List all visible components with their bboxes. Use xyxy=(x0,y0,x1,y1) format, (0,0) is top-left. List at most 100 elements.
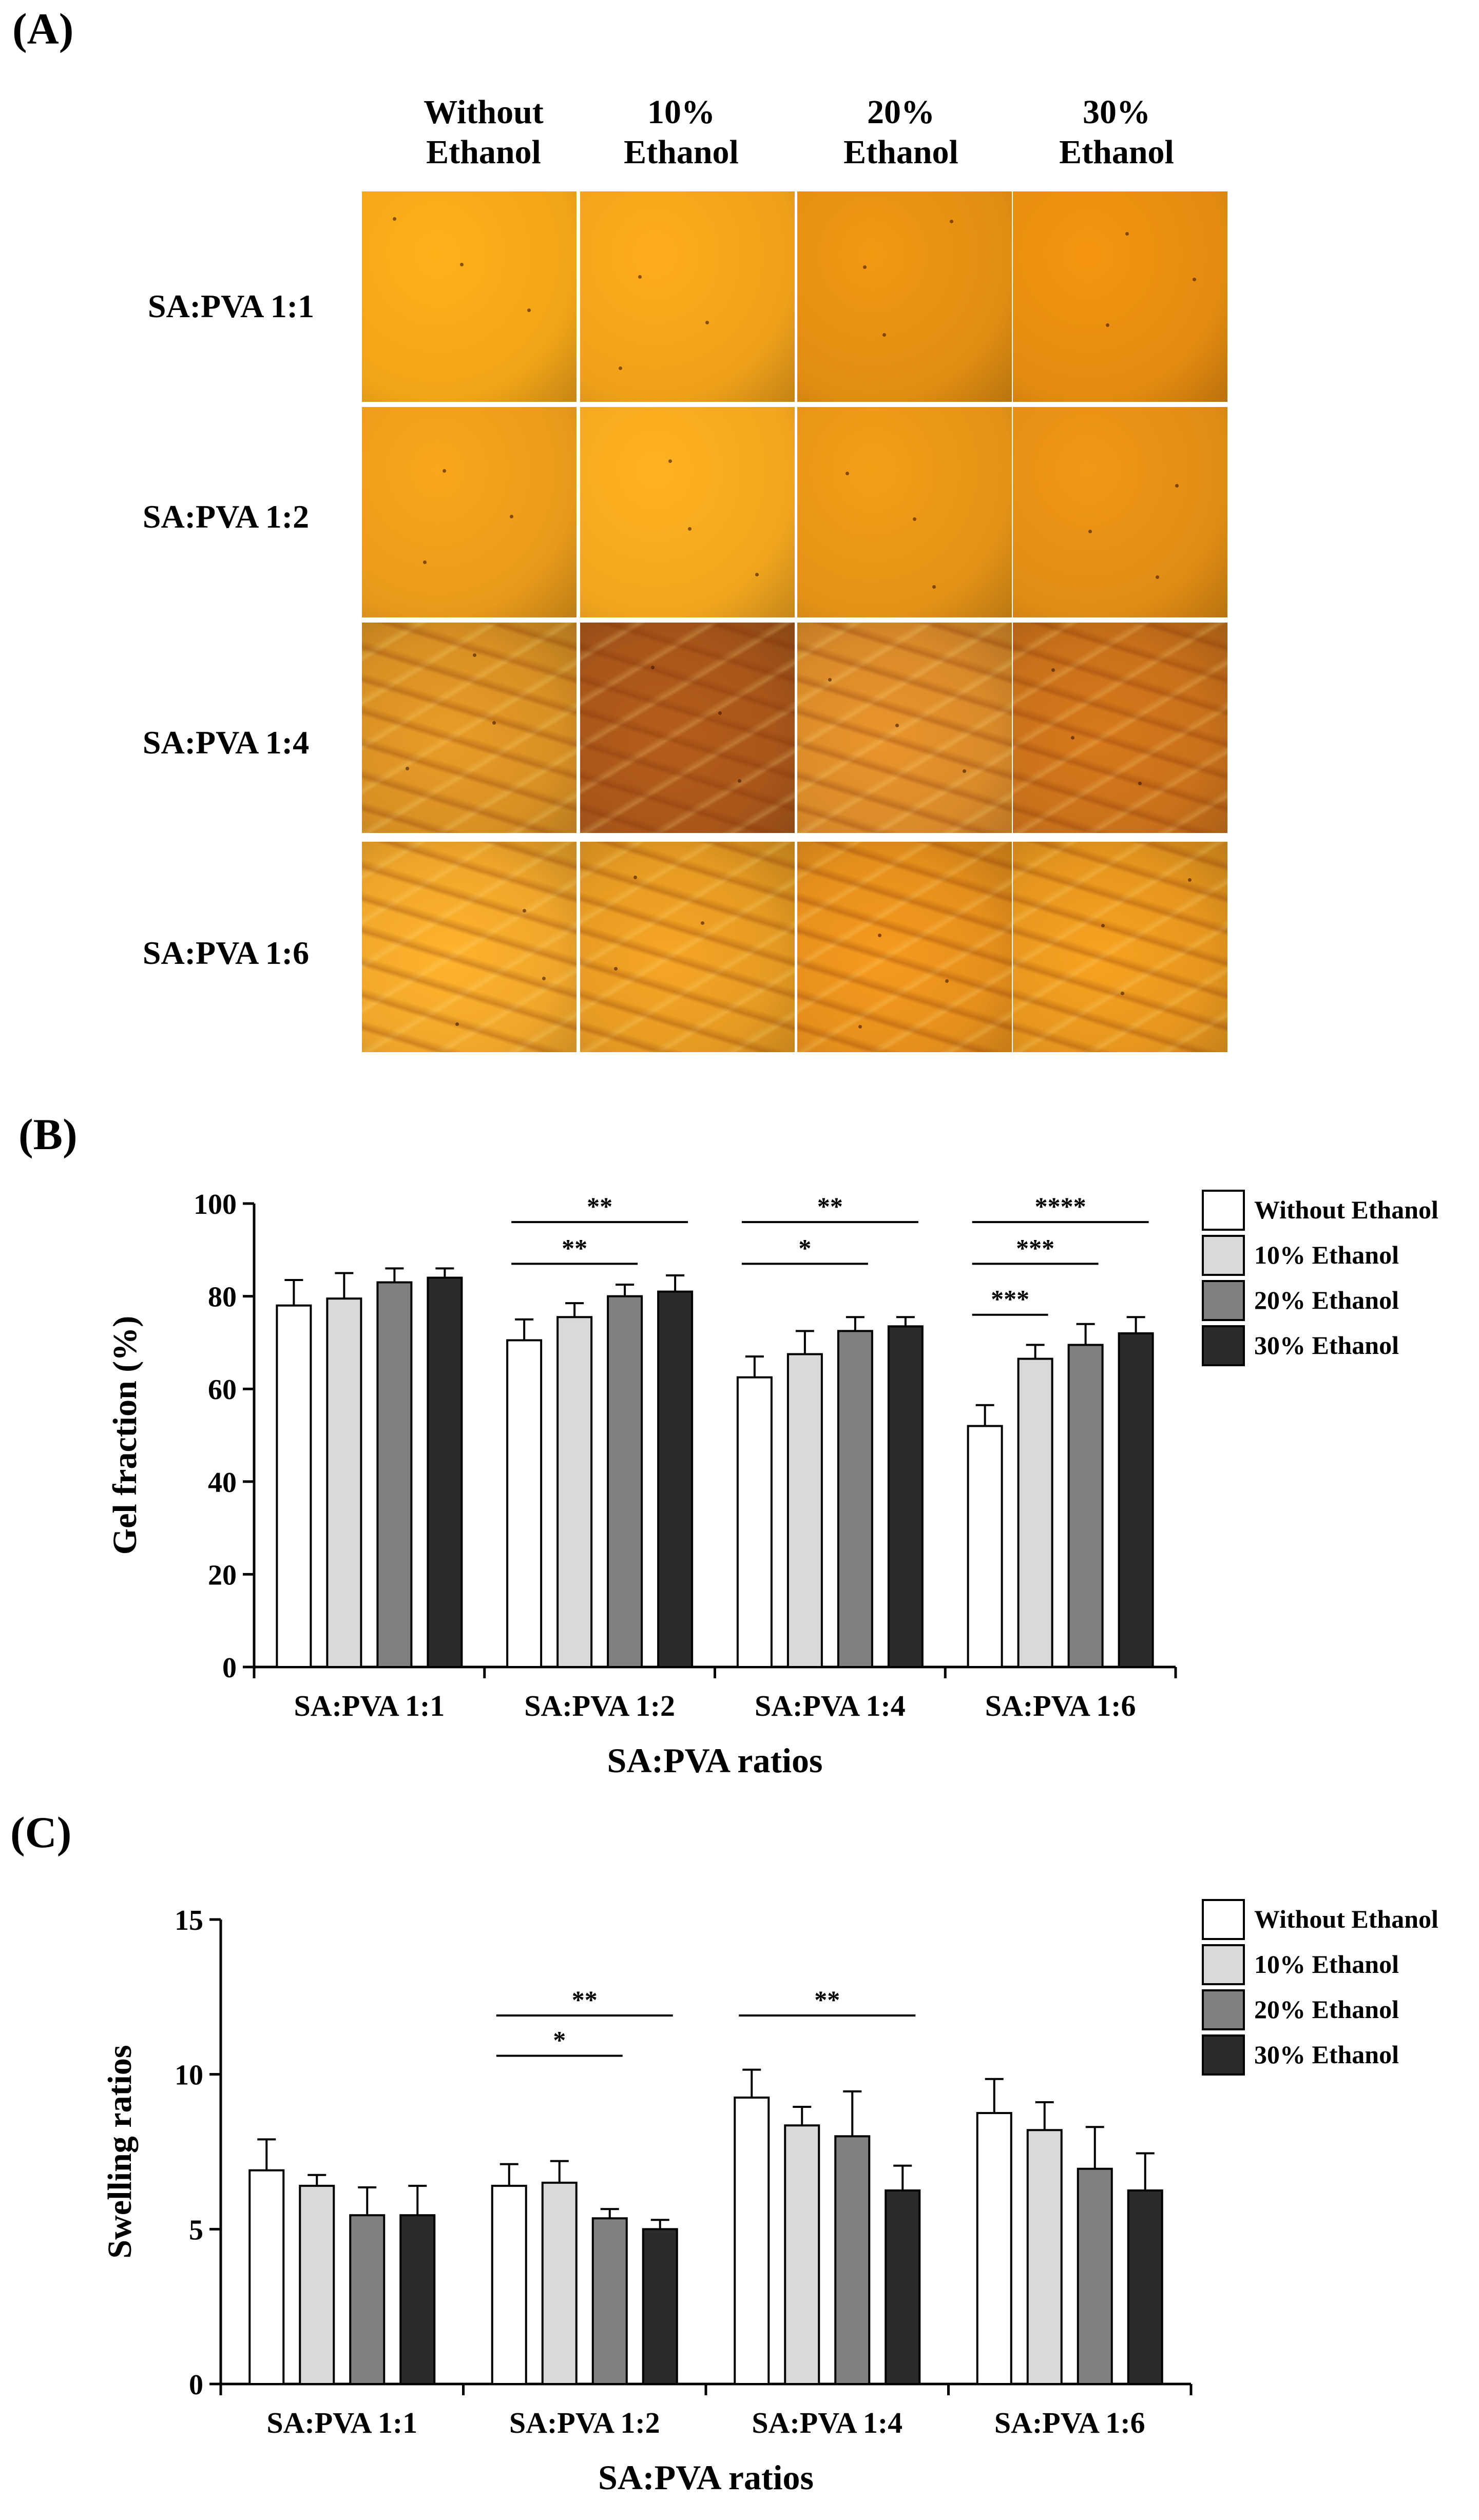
photo-speck xyxy=(1101,924,1105,927)
legend-swatch xyxy=(1202,1190,1245,1231)
photo-speck xyxy=(443,469,446,473)
column-header-line2: Ethanol xyxy=(426,133,541,171)
y-axis-label: Swelling ratios xyxy=(101,2045,139,2258)
bar xyxy=(1017,1358,1053,1668)
photo-speck xyxy=(846,472,849,475)
y-tick-label: 5 xyxy=(189,2214,203,2246)
photo-speck xyxy=(619,366,622,370)
sample-photo-r2-c4 xyxy=(1013,407,1227,617)
y-tick-label: 80 xyxy=(208,1282,237,1313)
bar xyxy=(642,2228,678,2385)
photo-speck xyxy=(858,1025,862,1029)
sample-photo-r2-c2 xyxy=(580,407,795,617)
sample-photo-r2-c1 xyxy=(362,407,577,617)
bar xyxy=(607,1295,643,1669)
column-header-30-ethanol: 30% Ethanol xyxy=(1009,92,1224,172)
sample-photo-r1-c2 xyxy=(580,191,795,402)
significance-label: *** xyxy=(1016,1233,1054,1262)
bar xyxy=(657,1290,694,1668)
sample-photo-r4-c4 xyxy=(1013,842,1227,1052)
photo-speck xyxy=(1193,278,1196,281)
photo-speck xyxy=(963,769,966,773)
bar xyxy=(834,2135,871,2385)
bar xyxy=(885,2189,921,2386)
photo-speck xyxy=(1138,782,1142,785)
significance-label: ** xyxy=(562,1233,587,1262)
y-tick-label: 15 xyxy=(175,1905,203,1936)
sample-photo-r1-c3 xyxy=(797,191,1012,402)
column-header-line1: 10% xyxy=(647,93,715,131)
sample-photo-r3-c3 xyxy=(797,623,1012,833)
y-tick-label: 60 xyxy=(208,1374,237,1406)
x-axis-label: SA:PVA ratios xyxy=(607,1741,823,1780)
bar xyxy=(976,2112,1012,2386)
significance-label: ** xyxy=(587,1192,612,1220)
bar xyxy=(349,2214,386,2386)
bar xyxy=(784,2124,820,2385)
column-header-20-ethanol: 20% Ethanol xyxy=(793,92,1009,172)
legend-label: 10% Ethanol xyxy=(1254,1950,1399,1979)
row-header-1-4: SA:PVA 1:4 xyxy=(142,724,310,761)
y-tick-label: 100 xyxy=(194,1189,237,1220)
photo-speck xyxy=(1156,575,1159,579)
photo-speck xyxy=(1088,530,1092,533)
bar xyxy=(1077,2167,1113,2386)
legend-label: 30% Ethanol xyxy=(1254,2040,1399,2069)
photo-speck xyxy=(1175,484,1179,488)
photo-speck xyxy=(878,934,881,937)
sample-photo-r4-c1 xyxy=(362,842,577,1052)
significance-label: ** xyxy=(572,1985,598,2014)
photo-speck xyxy=(1125,232,1129,236)
photo-speck xyxy=(1121,992,1124,995)
photo-speck xyxy=(738,779,741,783)
bar xyxy=(736,1376,773,1668)
bar xyxy=(491,2184,527,2385)
photo-speck xyxy=(523,909,526,913)
column-header-without-ethanol: Without Ethanol xyxy=(376,92,591,172)
row-header-1-6: SA:PVA 1:6 xyxy=(142,935,310,971)
photo-speck xyxy=(895,724,899,727)
bar xyxy=(506,1339,543,1668)
photo-speck xyxy=(455,1022,459,1026)
significance-label: ** xyxy=(817,1192,843,1220)
photo-speck xyxy=(614,967,618,971)
legend-swatch xyxy=(1202,1944,1245,1985)
photo-speck xyxy=(393,217,396,221)
column-header-10-ethanol: 10% Ethanol xyxy=(573,92,789,172)
bar xyxy=(887,1325,924,1669)
bar xyxy=(276,1304,312,1669)
legend-swatch xyxy=(1202,1899,1245,1940)
bar xyxy=(1118,1332,1154,1668)
photo-speck xyxy=(705,321,709,324)
bar xyxy=(376,1281,413,1668)
bar xyxy=(299,2184,335,2385)
x-tick-label: SA:PVA 1:4 xyxy=(755,1689,906,1722)
photo-speck xyxy=(527,308,531,312)
photo-speck xyxy=(1071,736,1074,740)
photo-speck xyxy=(542,977,546,980)
significance-label: **** xyxy=(1035,1192,1086,1220)
x-tick-label: SA:PVA 1:6 xyxy=(994,2406,1145,2439)
photo-speck xyxy=(1188,878,1192,882)
column-header-line2: Ethanol xyxy=(1059,133,1174,171)
y-tick-label: 0 xyxy=(189,2369,203,2401)
legend-label: 20% Ethanol xyxy=(1254,1286,1399,1314)
column-header-line2: Ethanol xyxy=(843,133,958,171)
row-header-1-2: SA:PVA 1:2 xyxy=(142,498,310,535)
legend-swatch xyxy=(1202,1280,1245,1321)
photo-speck xyxy=(882,333,886,337)
photo-speck xyxy=(633,876,637,879)
legend-label: 20% Ethanol xyxy=(1254,1995,1399,2024)
photo-speck xyxy=(406,767,409,770)
photo-speck xyxy=(1106,323,1109,327)
photo-speck xyxy=(651,666,655,669)
bar xyxy=(248,2169,285,2385)
legend-swatch xyxy=(1202,1325,1245,1366)
sample-photo-r3-c4 xyxy=(1013,623,1227,833)
y-tick-label: 20 xyxy=(208,1559,237,1591)
x-tick-label: SA:PVA 1:2 xyxy=(524,1689,675,1722)
photo-speck xyxy=(638,275,642,279)
photo-speck xyxy=(863,265,867,269)
sample-photo-r2-c3 xyxy=(797,407,1012,617)
photo-speck xyxy=(423,560,427,564)
